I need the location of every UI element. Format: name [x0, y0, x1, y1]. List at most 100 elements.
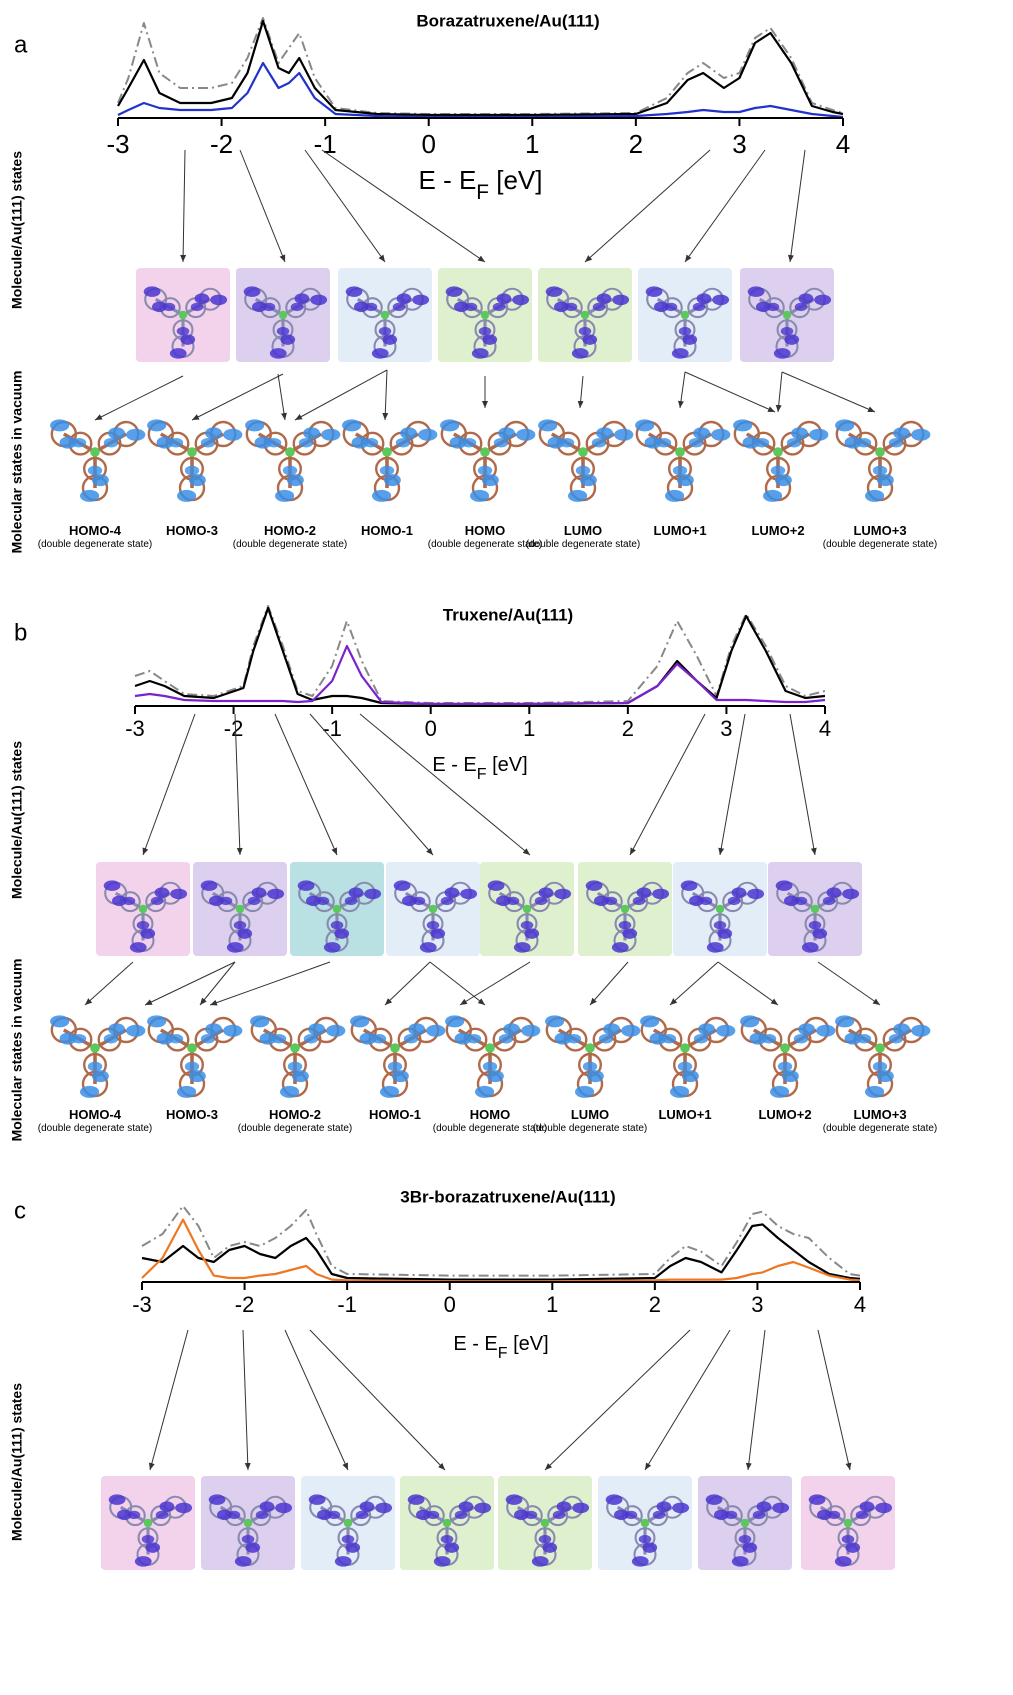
orbital-lobe: [482, 334, 497, 345]
orbital-lobe: [228, 1511, 241, 1519]
orbital-lobe: [426, 1025, 445, 1037]
orbital-lobe: [542, 1542, 557, 1553]
orbital-lobe: [467, 1034, 481, 1044]
x-tick-label: -1: [322, 716, 342, 741]
orbital-lobe: [392, 1070, 409, 1082]
x-tick-label: 3: [751, 1292, 763, 1317]
orbital-lobe: [791, 427, 808, 439]
orbital-lobe: [267, 438, 281, 448]
orbital-lobe: [372, 490, 391, 502]
x-tick-label: 4: [819, 716, 831, 741]
orbital-lobe: [408, 1023, 425, 1035]
x-tick-label: 0: [425, 716, 437, 741]
orbital-lobe: [324, 942, 341, 953]
orbital-lobe: [672, 1503, 689, 1514]
x-tick-label: -2: [224, 716, 244, 741]
x-tick-label: 3: [732, 129, 746, 159]
orbital-lobe: [275, 1503, 292, 1514]
orbital-lobe: [525, 1511, 538, 1519]
orbital-lobe: [677, 474, 694, 486]
molecule: [545, 1015, 640, 1098]
orbital-lobe: [802, 942, 819, 953]
arrow: [183, 150, 185, 262]
molecule: [245, 419, 340, 502]
orbital-lobe: [498, 427, 515, 439]
panel-letter: b: [14, 619, 27, 646]
x-tick-label: 3: [720, 716, 732, 741]
orbital-lobe: [234, 921, 247, 929]
orbital-lobe: [155, 887, 170, 898]
orbital-lobe: [308, 1023, 325, 1035]
orbital-lobe: [147, 1015, 166, 1027]
x-axis-label: E - EF [eV]: [432, 754, 527, 782]
x-tick-label: 2: [629, 129, 643, 159]
x-tick-label: 0: [421, 129, 435, 159]
molecule: [740, 1015, 835, 1098]
orbital-lobe: [856, 1511, 869, 1519]
orbital-lobe: [349, 887, 364, 898]
arrow: [818, 1330, 850, 1470]
orbital-lobe: [503, 1023, 520, 1035]
arrow: [818, 962, 880, 1005]
orbital-lobe: [539, 1535, 552, 1543]
core: [429, 905, 437, 913]
molecule: [440, 419, 535, 502]
molecule: [50, 1015, 145, 1098]
arrow: [240, 150, 285, 262]
orbital-lobe: [657, 1501, 672, 1512]
orbital-lobe: [460, 889, 477, 900]
orbital-lobe: [201, 880, 218, 891]
orbital-lobe: [144, 286, 161, 297]
side-label: Molecular states in vacuum: [9, 959, 25, 1142]
orbital-lobe: [342, 1535, 355, 1543]
molecule: [50, 419, 145, 502]
arrow: [680, 372, 685, 408]
core: [290, 1043, 300, 1053]
orbital-lobe: [396, 438, 410, 448]
orbital-lobe: [384, 474, 401, 486]
molecule: [350, 1015, 445, 1098]
arrow: [460, 962, 530, 1005]
orbital-lobe: [646, 286, 663, 297]
orbital-lobe: [163, 303, 176, 311]
orbital-lobe: [733, 419, 752, 431]
orbital-lobe: [567, 1034, 581, 1044]
x-axis-label: E - EF [eV]: [419, 165, 543, 204]
x-axis-label-part: F: [477, 766, 487, 783]
orbital-note: (double degenerate state): [821, 1123, 939, 1135]
core: [382, 447, 392, 457]
arrow: [585, 150, 710, 262]
orbital-lobe: [177, 1086, 196, 1098]
orbital-lobe: [596, 427, 613, 439]
orbital-lobe: [693, 427, 710, 439]
orbital-lobe: [170, 348, 187, 359]
orbital-lobe: [123, 897, 136, 905]
orbital-lobe: [714, 921, 727, 929]
orbital-lobe: [50, 1015, 69, 1027]
orbital-lobe: [633, 897, 646, 905]
orbital-lobe: [364, 889, 381, 900]
orbital-lobe: [842, 1535, 855, 1543]
orbital-note: (double degenerate state): [231, 539, 349, 551]
core: [279, 311, 287, 319]
side-label: Molecule/Au(111) states: [9, 741, 25, 899]
orbital-lobe: [223, 1025, 242, 1037]
orbital-lobe: [104, 1034, 118, 1044]
arrow: [95, 376, 183, 420]
core: [541, 1519, 549, 1527]
molecule: [445, 1015, 540, 1098]
orbital-lobe: [462, 438, 476, 448]
orbital-lobe: [732, 887, 747, 898]
orbital-lobe: [717, 928, 732, 939]
orbital-lobe: [875, 1503, 892, 1514]
core: [681, 311, 689, 319]
core: [523, 905, 531, 913]
core: [285, 447, 295, 457]
orbital-lobe: [521, 1025, 540, 1037]
orbital-lobe: [665, 490, 684, 502]
orbital-lobe: [209, 1494, 226, 1505]
orbital-lobe: [493, 303, 506, 311]
orbital-lobe: [342, 419, 361, 431]
orbital-label: LUMO+3(double degenerate state): [821, 524, 939, 550]
orbital-lobe: [270, 348, 287, 359]
